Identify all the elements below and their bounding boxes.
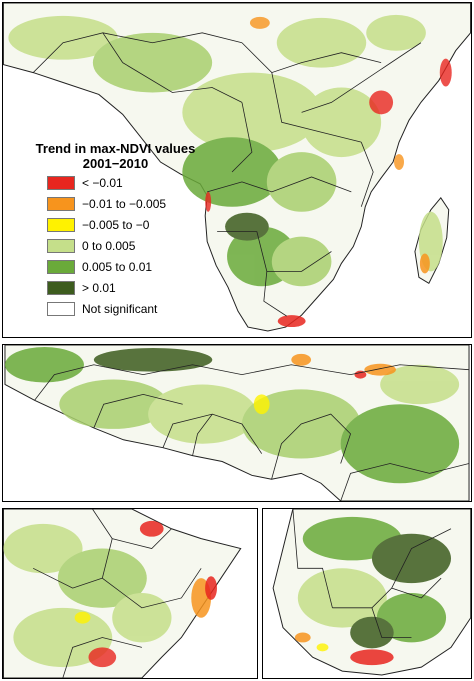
map-panel-horn-of-africa: [2, 508, 258, 679]
country-borders: [32, 32, 422, 317]
legend-label: < −0.01: [82, 175, 123, 190]
legend-swatch: [47, 175, 75, 190]
legend-item: −0.01 to −0.005: [23, 194, 208, 213]
southern-africa-map: [272, 509, 471, 676]
legend-swatch: [47, 217, 75, 232]
declining-trend-patches: [205, 16, 452, 328]
legend-swatch: [47, 238, 75, 253]
legend-item: 0.005 to 0.01: [23, 257, 208, 276]
legend-label: Not significant: [82, 301, 158, 316]
legend-item: Not significant: [23, 299, 208, 318]
legend-item: 0 to 0.005: [23, 236, 208, 255]
legend-label: 0 to 0.005: [82, 238, 136, 253]
country-borders: [34, 364, 470, 501]
country-borders: [32, 509, 202, 678]
legend-title-line1: Trend in max-NDVI values: [35, 141, 196, 156]
legend-swatch: [47, 301, 75, 316]
legend-label: −0.01 to −0.005: [82, 196, 167, 211]
legend-swatch: [47, 259, 75, 274]
legend-item: −0.005 to −0: [23, 215, 208, 234]
vegetation-trend-patches: [8, 14, 443, 287]
map-panel-west-africa: [2, 344, 472, 502]
legend-label: −0.005 to −0: [82, 217, 150, 232]
declining-trend-patches: [74, 520, 217, 668]
legend-title: Trend in max-NDVI values 2001−2010: [23, 141, 208, 171]
legend-swatch: [47, 280, 75, 295]
vegetation-trend-patches: [297, 516, 452, 649]
legend-swatch: [47, 196, 75, 211]
legend-label: > 0.01: [82, 280, 116, 295]
map-legend: Trend in max-NDVI values 2001−2010 < −0.…: [23, 141, 208, 318]
africa-overview-map: [3, 3, 471, 332]
map-panel-africa-overview: Trend in max-NDVI values 2001−2010 < −0.…: [2, 2, 472, 338]
legend-items: < −0.01 −0.01 to −0.005 −0.005 to −0 0 to 0…: [23, 173, 208, 318]
legend-title-line2: 2001−2010: [82, 156, 149, 171]
country-borders: [292, 509, 452, 638]
legend-item: > 0.01: [23, 278, 208, 297]
declining-trend-patches: [294, 632, 394, 666]
map-panel-southern-africa: [262, 508, 472, 679]
legend-label: 0.005 to 0.01: [82, 259, 153, 274]
declining-trend-patches: [253, 353, 396, 415]
west-africa-map: [4, 345, 470, 501]
horn-of-africa-map: [3, 509, 242, 678]
legend-item: < −0.01: [23, 173, 208, 192]
